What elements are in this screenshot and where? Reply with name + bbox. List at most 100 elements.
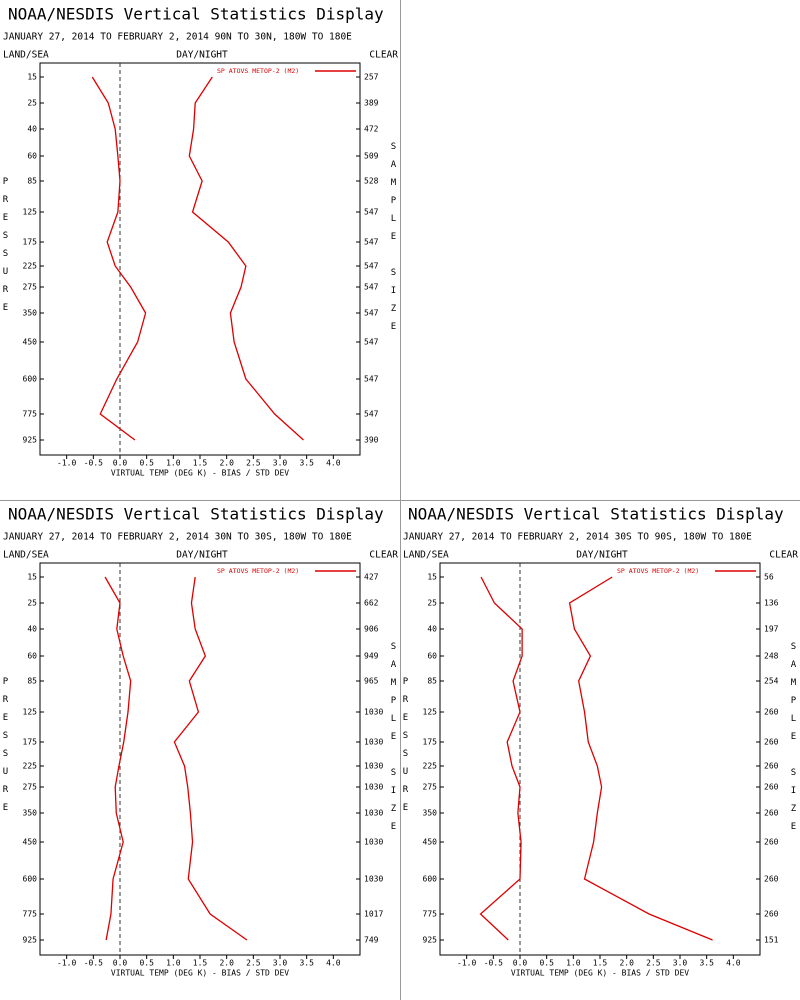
x-tick-label: 1.5: [593, 959, 608, 968]
x-tick-label: 1.0: [566, 959, 581, 968]
y-tick-label: 225: [23, 262, 38, 271]
sample-size-label: 257: [364, 73, 379, 82]
center-label: DAY/NIGHT: [176, 50, 228, 61]
sample-size-label: 1017: [364, 910, 383, 919]
y-tick-label: 60: [427, 652, 437, 661]
sample-size-label: 248: [764, 652, 779, 661]
y-tick-label: 275: [23, 283, 38, 292]
legend-label: SP ATOVS METOP-2 (M2): [217, 67, 299, 75]
sample-size-label: 547: [364, 410, 379, 419]
sample-size-label: 547: [364, 238, 379, 247]
x-tick-label: -1.0: [57, 959, 76, 968]
x-axis-label: VIRTUAL TEMP (DEG K) - BIAS / STD DEV: [111, 969, 289, 978]
x-tick-label: -1.0: [457, 959, 476, 968]
y-tick-label: 600: [23, 875, 38, 884]
y-tick-label: 600: [423, 875, 438, 884]
sample-size-label: 547: [364, 262, 379, 271]
y-tick-label: 450: [423, 838, 438, 847]
y-tick-label: 15: [27, 73, 37, 82]
right-label: CLEAR: [769, 550, 798, 561]
sample-size-label: 260: [764, 783, 779, 792]
x-tick-label: -0.5: [84, 959, 103, 968]
sample-size-label: 1030: [364, 762, 383, 771]
x-tick-label: 3.5: [299, 459, 314, 468]
sample-size-label: 260: [764, 762, 779, 771]
y-tick-label: 125: [23, 708, 38, 717]
x-tick-label: 2.5: [246, 459, 261, 468]
x-tick-label: 3.0: [273, 459, 288, 468]
chart-subtitle: JANUARY 27, 2014 TO FEBRUARY 2, 2014 30S…: [403, 532, 752, 543]
y-tick-label: 25: [27, 99, 37, 108]
x-tick-label: 3.5: [299, 959, 314, 968]
sample-size-label: 547: [364, 375, 379, 384]
sample-size-label: 151: [764, 936, 779, 945]
sample-size-label: 260: [764, 910, 779, 919]
y-tick-label: 600: [23, 375, 38, 384]
chart-title: NOAA/NESDIS Vertical Statistics Display: [408, 505, 784, 524]
sample-size-label: 260: [764, 809, 779, 818]
y-tick-label: 25: [27, 599, 37, 608]
sample-size-label: 389: [364, 99, 379, 108]
x-tick-label: 4.0: [726, 959, 741, 968]
std-dev-line: [188, 76, 304, 441]
sample-size-label: 1030: [364, 738, 383, 747]
y-tick-label: 350: [23, 809, 38, 818]
sample-size-label: 547: [364, 309, 379, 318]
x-axis-label: VIRTUAL TEMP (DEG K) - BIAS / STD DEV: [111, 469, 289, 478]
right-label: CLEAR: [369, 550, 398, 561]
y-tick-label: 925: [23, 436, 38, 445]
y-tick-label: 85: [427, 677, 437, 686]
y2-axis-label: SAMPLE SIZE: [389, 642, 399, 840]
y-tick-label: 40: [427, 625, 437, 634]
sample-size-label: 260: [764, 838, 779, 847]
x-tick-label: 1.5: [193, 459, 208, 468]
y-tick-label: 775: [23, 410, 38, 419]
sample-size-label: 56: [764, 573, 774, 582]
sample-size-label: 1030: [364, 809, 383, 818]
y-tick-label: 225: [423, 762, 438, 771]
y-tick-label: 175: [23, 238, 38, 247]
y-tick-label: 85: [27, 677, 37, 686]
left-label: LAND/SEA: [403, 550, 449, 561]
legend-label: SP ATOVS METOP-2 (M2): [617, 567, 699, 575]
sample-size-label: 136: [764, 599, 779, 608]
x-tick-label: 3.0: [273, 959, 288, 968]
y-tick-label: 25: [427, 599, 437, 608]
x-tick-label: 3.5: [699, 959, 714, 968]
std-dev-line: [568, 576, 713, 941]
y-tick-label: 85: [27, 177, 37, 186]
sample-size-label: 1030: [364, 708, 383, 717]
chart-title: NOAA/NESDIS Vertical Statistics Display: [8, 5, 384, 24]
std-dev-line: [173, 576, 248, 941]
sample-size-label: 509: [364, 152, 379, 161]
chart-subtitle: JANUARY 27, 2014 TO FEBRUARY 2, 2014 90N…: [3, 32, 352, 43]
sample-size-label: 260: [764, 708, 779, 717]
sample-size-label: 260: [764, 738, 779, 747]
x-tick-label: 2.5: [246, 959, 261, 968]
sample-size-label: 427: [364, 573, 379, 582]
sample-size-label: 965: [364, 677, 379, 686]
x-axis-label: VIRTUAL TEMP (DEG K) - BIAS / STD DEV: [511, 969, 689, 978]
x-tick-label: 3.0: [673, 959, 688, 968]
y-tick-label: 275: [23, 783, 38, 792]
x-tick-label: 2.5: [646, 959, 661, 968]
y-tick-label: 60: [27, 652, 37, 661]
bias-line: [104, 576, 132, 941]
y-tick-label: 60: [27, 152, 37, 161]
x-tick-label: 0.0: [113, 459, 128, 468]
x-tick-label: 1.0: [166, 459, 181, 468]
center-label: DAY/NIGHT: [176, 550, 228, 561]
left-label: LAND/SEA: [3, 50, 49, 61]
right-label: CLEAR: [369, 50, 398, 61]
x-tick-label: 1.5: [193, 959, 208, 968]
sample-size-label: 1030: [364, 783, 383, 792]
y-tick-label: 775: [23, 910, 38, 919]
x-tick-label: 4.0: [326, 959, 341, 968]
x-tick-label: 4.0: [326, 459, 341, 468]
y-tick-label: 15: [427, 573, 437, 582]
bias-line: [91, 76, 147, 441]
x-tick-label: -0.5: [84, 459, 103, 468]
y-tick-label: 40: [27, 625, 37, 634]
chart-panel: NOAA/NESDIS Vertical Statistics Display J…: [1, 5, 399, 478]
